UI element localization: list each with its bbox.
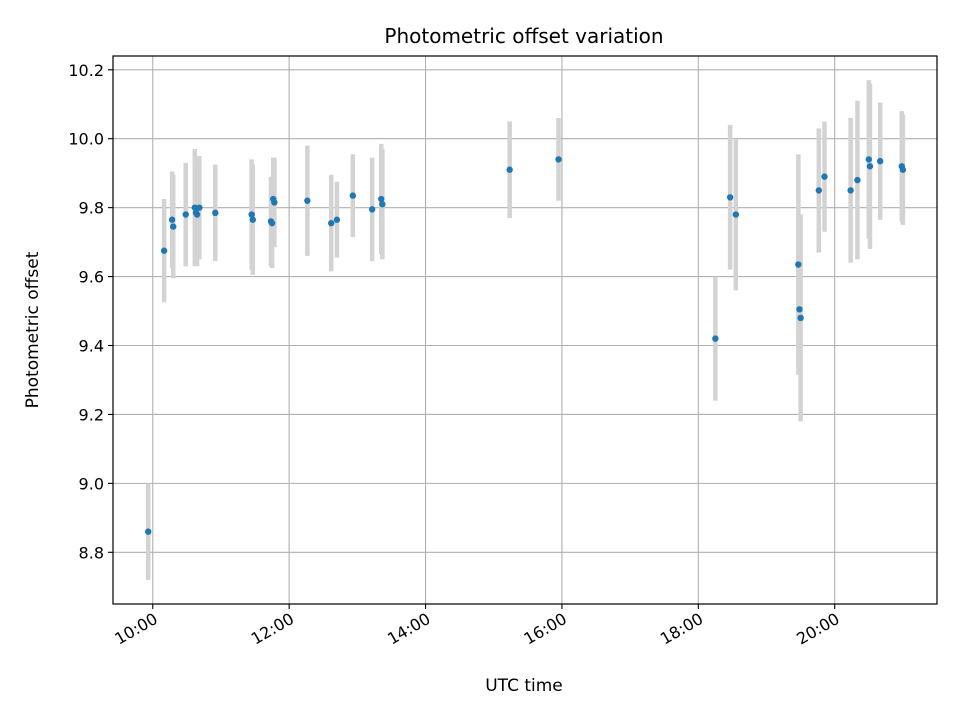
data-point (349, 192, 357, 199)
data-point (796, 306, 803, 313)
data-point (899, 166, 907, 173)
data-point (160, 247, 168, 254)
data-point (712, 335, 719, 342)
y-tick-label: 10.2 (68, 61, 104, 80)
data-point (866, 163, 874, 170)
data-point (271, 199, 278, 206)
data-point (168, 216, 176, 223)
y-tick-label: 10.0 (68, 130, 104, 149)
y-tick-label: 8.8 (79, 543, 104, 562)
data-point (379, 201, 386, 208)
data-point (506, 166, 513, 173)
y-axis-label: Photometric offset (23, 251, 43, 408)
data-point (182, 211, 189, 218)
data-point (249, 216, 256, 223)
data-point (555, 156, 562, 163)
data-point (865, 156, 873, 163)
data-points (145, 156, 907, 535)
data-point (732, 211, 740, 218)
data-point (304, 197, 311, 204)
y-tick-label: 9.6 (79, 268, 104, 287)
data-point (268, 219, 276, 227)
y-tick-label: 9.2 (79, 405, 104, 424)
data-point (821, 173, 828, 180)
data-point (876, 157, 884, 165)
data-point (854, 176, 861, 184)
chart-title: Photometric offset variation (384, 24, 663, 48)
data-point (815, 187, 822, 194)
data-point (145, 528, 152, 535)
data-point (193, 211, 201, 218)
data-point (726, 194, 734, 201)
data-point (847, 187, 854, 194)
data-point (378, 195, 385, 203)
data-point (328, 219, 335, 227)
data-point (191, 204, 199, 211)
data-point (248, 211, 255, 218)
data-point (333, 216, 341, 223)
y-tick-label: 9.4 (79, 337, 104, 356)
data-point (797, 314, 804, 322)
data-point (196, 204, 203, 211)
data-point (212, 209, 219, 217)
data-point (170, 223, 177, 230)
plot-frame (112, 55, 938, 605)
y-tick-label: 9.8 (79, 199, 104, 218)
x-axis-label: UTC time (485, 676, 563, 696)
y-tick-label: 9.0 (79, 474, 104, 493)
data-point (795, 261, 802, 268)
data-point (368, 206, 376, 213)
